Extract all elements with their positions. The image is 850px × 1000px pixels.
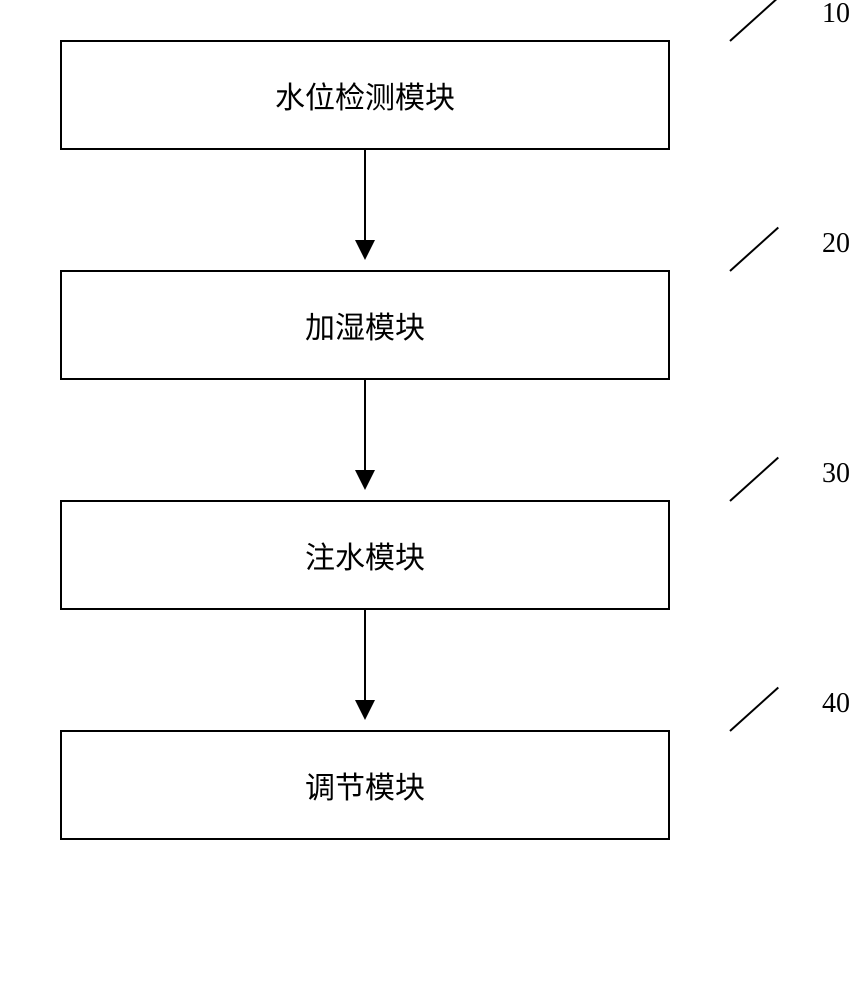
block-water-detection: 水位检测模块: [60, 40, 670, 150]
block-wrapper-3: 注水模块 30: [60, 500, 790, 610]
label-connector-line: [729, 687, 779, 732]
arrow-line: [364, 380, 366, 475]
block-number-label: 40: [822, 688, 850, 720]
block-number-label: 10: [822, 0, 850, 30]
block-label: 调节模块: [305, 763, 425, 807]
block-label: 加湿模块: [305, 303, 425, 347]
block-number-label: 20: [822, 228, 850, 260]
block-humidify: 加湿模块: [60, 270, 670, 380]
flowchart-diagram: 水位检测模块 10 加湿模块 20 注水模块 30 调节模块 40: [60, 40, 790, 840]
block-label: 水位检测模块: [275, 73, 455, 117]
block-wrapper-1: 水位检测模块 10: [60, 40, 790, 150]
arrow-head-icon: [355, 470, 375, 490]
block-wrapper-4: 调节模块 40: [60, 730, 790, 840]
arrow-line: [364, 610, 366, 705]
label-connector-line: [729, 227, 779, 272]
arrow-line: [364, 150, 366, 245]
label-connector-line: [729, 0, 779, 42]
label-connector-line: [729, 457, 779, 502]
arrow-2: [60, 380, 670, 500]
arrow-head-icon: [355, 240, 375, 260]
block-water-injection: 注水模块: [60, 500, 670, 610]
block-wrapper-2: 加湿模块 20: [60, 270, 790, 380]
arrow-3: [60, 610, 670, 730]
block-adjustment: 调节模块: [60, 730, 670, 840]
arrow-head-icon: [355, 700, 375, 720]
block-number-label: 30: [822, 458, 850, 490]
arrow-1: [60, 150, 670, 270]
block-label: 注水模块: [305, 533, 425, 577]
